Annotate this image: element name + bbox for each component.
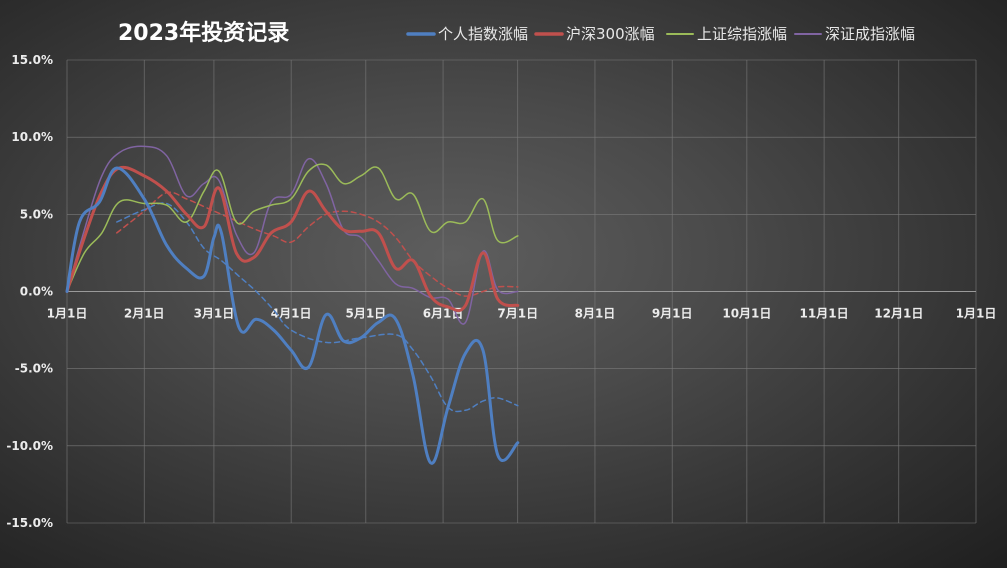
series-line-3 [66,145,519,325]
y-tick-label: -15.0% [6,516,53,530]
x-tick-label: 9月1日 [652,307,693,321]
x-tick-label: 1月1日 [47,307,88,321]
y-axis: 15.0% 10.0% 5.0% 0.0% -5.0% -10.0% -15.0% [6,53,53,530]
x-tick-label: 10月1日 [722,307,771,321]
x-tick-label: 1月1日 [956,307,997,321]
y-tick-label: 10.0% [11,130,53,144]
grid [66,59,977,524]
legend-label: 深证成指涨幅 [825,25,915,43]
x-tick-label: 3月1日 [194,307,235,321]
legend-label: 个人指数涨幅 [438,25,528,43]
legend: 个人指数涨幅 沪深300涨幅 上证综指涨幅 深证成指涨幅 [406,25,915,43]
x-axis: 1月1日 2月1日 3月1日 4月1日 5月1日 6月1日 7月1日 8月1日 9月1日 10月1… [47,307,997,321]
y-tick-label: -5.0% [15,362,53,376]
legend-label: 上证综指涨幅 [697,25,787,43]
x-tick-label: 2月1日 [124,307,165,321]
x-tick-label: 12月1日 [874,307,923,321]
chart-title: 2023年投资记录 [118,20,289,46]
x-tick-label: 11月1日 [800,307,849,321]
y-tick-label: -10.0% [6,439,53,453]
series-line-trend-5 [116,191,519,297]
legend-label: 沪深300涨幅 [566,25,655,43]
x-tick-label: 4月1日 [271,307,312,321]
y-tick-label: 5.0% [20,207,53,221]
series-line-0 [65,166,520,465]
series-line-1 [65,165,520,313]
x-tick-label: 7月1日 [497,307,538,321]
series-lines [65,145,520,465]
y-tick-label: 0.0% [20,285,53,299]
series-line-trend-4 [116,202,519,413]
x-tick-label: 8月1日 [575,307,616,321]
y-tick-label: 15.0% [11,53,53,67]
x-tick-label: 5月1日 [345,307,386,321]
